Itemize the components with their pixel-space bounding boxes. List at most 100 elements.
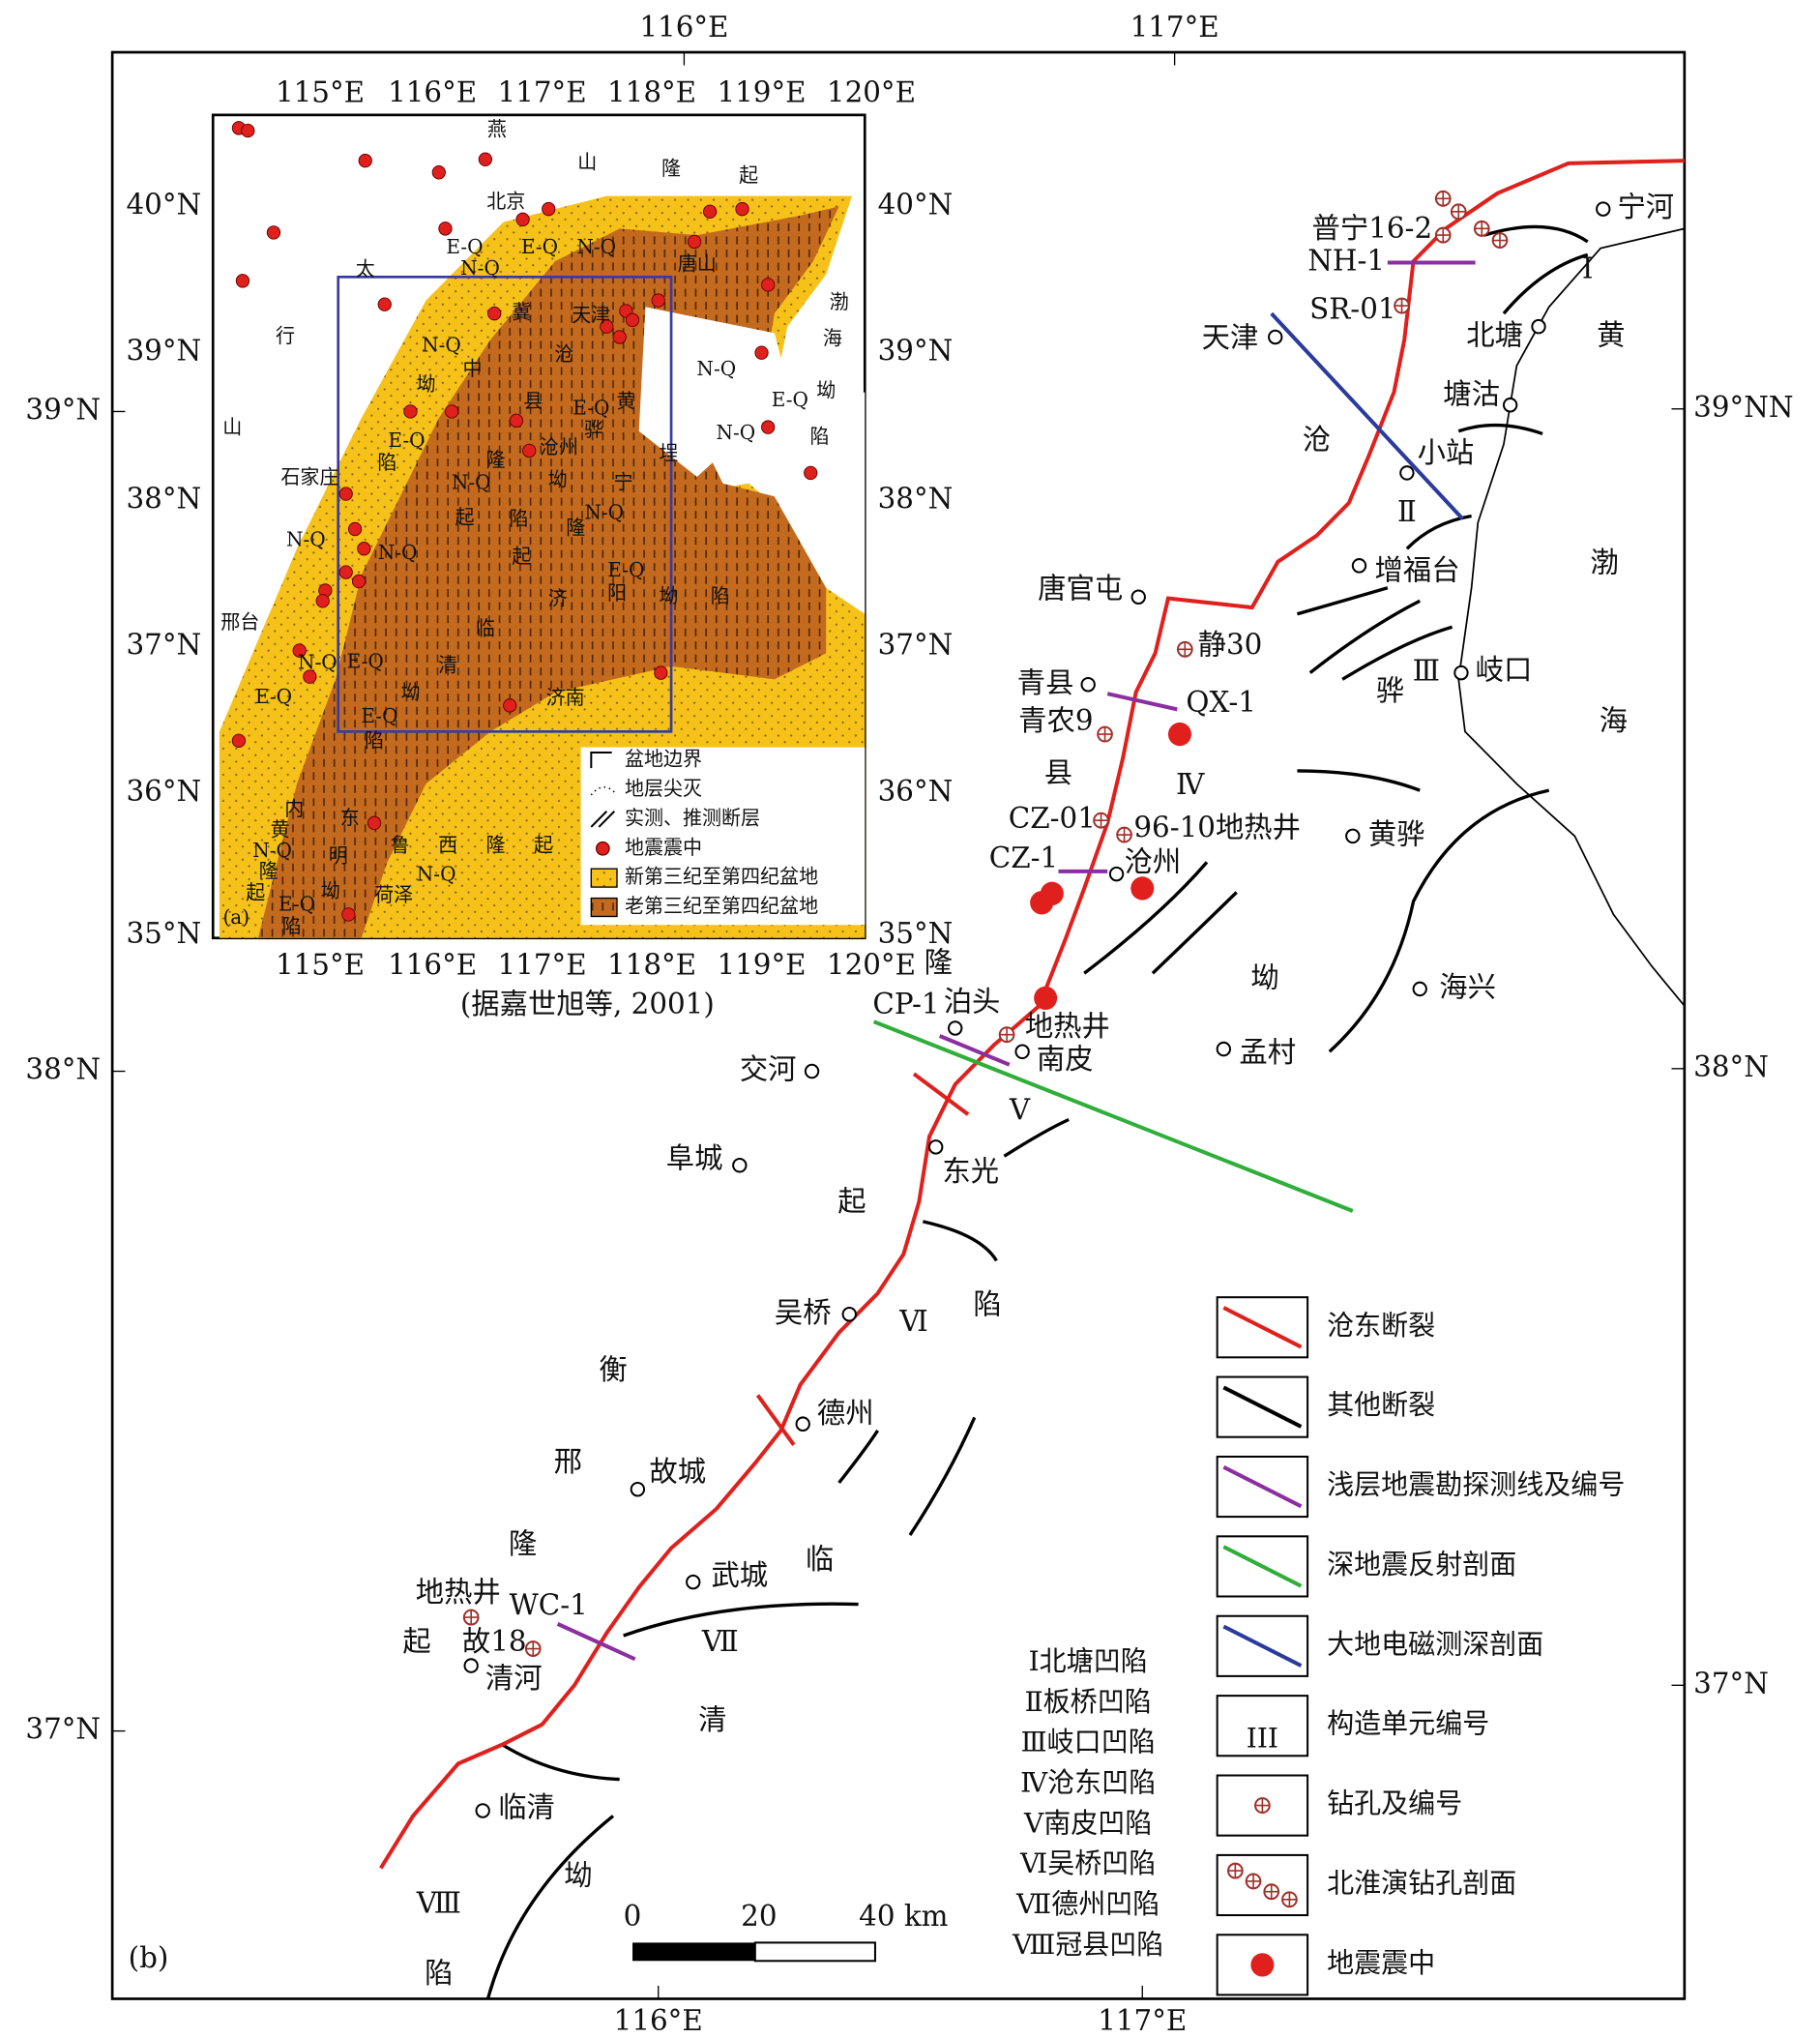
place-label: (b) bbox=[129, 1941, 169, 1974]
inset-top-tick: 116°E bbox=[388, 75, 477, 108]
inset-label: E-Q bbox=[572, 396, 609, 419]
place-label: 沧 bbox=[1303, 423, 1331, 456]
inset-label: 县 bbox=[523, 389, 543, 412]
inset-label: 天津 bbox=[572, 303, 610, 326]
epicenter bbox=[1167, 722, 1191, 747]
inset-left-tick: 37°N bbox=[127, 628, 202, 661]
legend-label: 地震震中 bbox=[1327, 1947, 1435, 1979]
place-label: 孟村 bbox=[1239, 1036, 1296, 1069]
town-marker bbox=[1412, 981, 1427, 997]
legend-line bbox=[1222, 1624, 1303, 1668]
inset-label: 陷 bbox=[510, 507, 529, 530]
place-label: 青农9 bbox=[1018, 704, 1093, 737]
legend-label: 沧东断裂 bbox=[1327, 1310, 1435, 1342]
shallow-seismic-lines bbox=[556, 260, 1476, 1662]
inset-label: 太 bbox=[356, 257, 375, 281]
drill-cross bbox=[1493, 233, 1507, 248]
sym-old bbox=[590, 897, 618, 918]
inset-epicenter bbox=[292, 643, 307, 658]
drill-cross bbox=[1247, 1875, 1260, 1888]
right-tick-label: 37°N bbox=[1693, 1667, 1769, 1699]
town-marker bbox=[1014, 1044, 1030, 1060]
epicenter bbox=[1034, 986, 1058, 1011]
unit-label: Ⅵ吴桥凹陷 bbox=[1019, 1847, 1156, 1879]
place-label: 96-10地热井 bbox=[1133, 812, 1301, 844]
inset-label: 起 bbox=[455, 506, 475, 529]
town-marker bbox=[1345, 828, 1361, 844]
inset-label: N-Q bbox=[452, 470, 491, 493]
inset-label: 阳 bbox=[607, 581, 627, 605]
legend-label: 其他断裂 bbox=[1327, 1389, 1435, 1421]
right-tick-label: 39°NN bbox=[1693, 391, 1793, 424]
inset-epicenter bbox=[367, 815, 382, 831]
inset-label: 东 bbox=[340, 806, 360, 829]
inset-left-tick: 35°N bbox=[127, 917, 202, 950]
place-label: Ⅳ bbox=[1176, 768, 1205, 801]
place-label: CP-1 bbox=[872, 988, 939, 1020]
epicenter bbox=[1130, 876, 1155, 901]
town-marker bbox=[1130, 589, 1146, 605]
place-label: 宁河 bbox=[1617, 191, 1674, 223]
town-marker bbox=[948, 1020, 963, 1036]
place-label: 隆 bbox=[509, 1527, 537, 1560]
inset-epicenter bbox=[377, 297, 392, 311]
place-label: 南皮 bbox=[1037, 1043, 1094, 1076]
inset-label: 骅 bbox=[584, 418, 603, 441]
inset-epicenter bbox=[303, 669, 317, 684]
inset-epicenter bbox=[612, 330, 627, 344]
inset-label: N-Q bbox=[584, 500, 624, 523]
inset-left-tick: 40°N bbox=[127, 188, 202, 221]
place-label: Ⅱ bbox=[1397, 495, 1417, 528]
inset-epicenter bbox=[341, 907, 356, 922]
place-label: 坳 bbox=[1250, 961, 1278, 994]
place-label: 天津 bbox=[1202, 321, 1259, 354]
legend-label: 钻孔及编号 bbox=[1327, 1787, 1462, 1819]
place-label: 起 bbox=[837, 1185, 866, 1218]
inset-label: 坳 bbox=[416, 372, 435, 396]
inset-epicenter bbox=[431, 165, 446, 180]
inset-right-tick: 36°N bbox=[878, 775, 954, 808]
inset-label: E-Q bbox=[388, 428, 425, 452]
inset-epicenter bbox=[338, 565, 353, 579]
study-area-box bbox=[337, 275, 673, 733]
inset-label: 隆 bbox=[566, 516, 585, 539]
inset-label: 起 bbox=[246, 880, 265, 903]
inset-label: 陷 bbox=[810, 425, 830, 448]
inset-label: 陷 bbox=[377, 451, 396, 474]
drill-cross bbox=[1098, 727, 1112, 741]
inset-right-tick: 38°N bbox=[878, 482, 954, 515]
inset-epicenter bbox=[651, 293, 665, 308]
town-marker bbox=[1268, 329, 1283, 345]
inset-legend-label: 实测、推测断层 bbox=[625, 806, 760, 829]
drill-cross bbox=[1475, 222, 1488, 236]
inset-epicenter bbox=[347, 521, 363, 537]
place-label: 北塘 bbox=[1466, 318, 1523, 351]
inset-label: 隆 bbox=[259, 860, 279, 883]
inset-label: 中 bbox=[463, 357, 483, 380]
drill-cross bbox=[526, 1641, 540, 1656]
place-label: CZ-1 bbox=[989, 842, 1058, 874]
deep-seismic-profile bbox=[872, 1019, 1354, 1213]
inset-label: 济 bbox=[548, 586, 568, 609]
inset-right-tick: 37°N bbox=[878, 628, 954, 661]
place-label: 陷 bbox=[973, 1288, 1001, 1321]
town-marker bbox=[463, 1658, 479, 1673]
drill-cross bbox=[1452, 205, 1465, 219]
inset-label: E-Q bbox=[521, 235, 558, 258]
inset-left-tick: 39°N bbox=[127, 335, 202, 368]
inset-label: N-Q bbox=[696, 357, 736, 380]
scale-label: 40 km bbox=[859, 1900, 948, 1933]
place-label: Ⅴ bbox=[1009, 1093, 1031, 1126]
place-label: 唐官屯 bbox=[1038, 572, 1123, 605]
top-tick-label: 117°E bbox=[1130, 11, 1219, 44]
inset-label: 隆 bbox=[661, 157, 681, 180]
inset-label: 隆 bbox=[486, 448, 506, 471]
town-marker bbox=[630, 1481, 646, 1497]
drill-cross bbox=[1255, 1798, 1270, 1813]
left-tick-label: 38°N bbox=[25, 1052, 101, 1085]
inset-epicenter bbox=[357, 542, 371, 556]
drill-cross bbox=[1094, 813, 1108, 827]
inset-right-tick: 40°N bbox=[878, 188, 954, 221]
place-label: 临清 bbox=[498, 1791, 555, 1824]
